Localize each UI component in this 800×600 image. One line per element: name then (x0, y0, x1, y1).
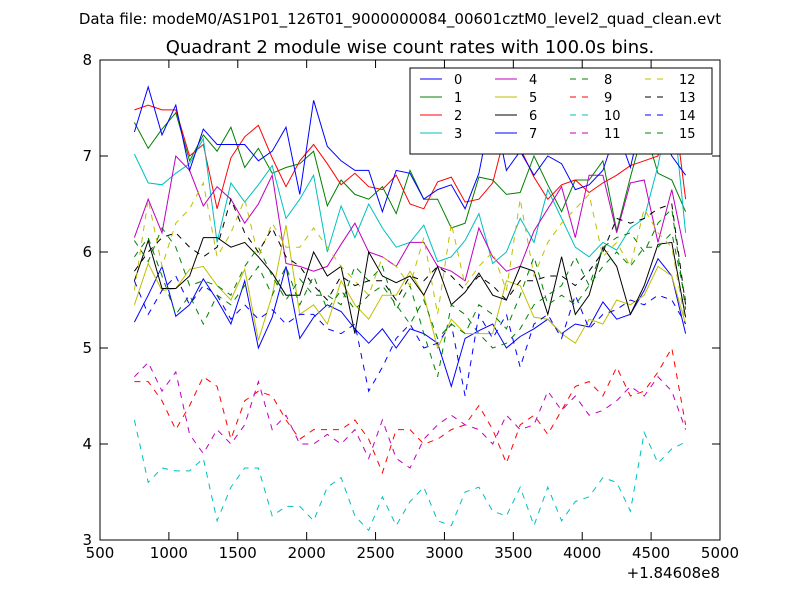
series-line-14 (133, 275, 687, 397)
legend-box (409, 67, 713, 155)
series-line-4 (133, 154, 687, 282)
legend-label-3: 3 (454, 127, 462, 142)
legend-label-6: 6 (529, 109, 537, 124)
legend-label-1: 1 (454, 91, 462, 106)
series-line-7 (133, 85, 687, 214)
x-tick-label: 3000 (425, 544, 463, 562)
x-tick-label: 5000 (701, 544, 739, 562)
axis-ticks: 500 1000 1500 2000 2500 3000 3500 4000 4500 5000 3… (82, 51, 739, 562)
legend-label-10: 10 (604, 109, 621, 124)
legend-label-9: 9 (604, 91, 612, 106)
legend-label-4: 4 (529, 73, 537, 88)
y-tick-label: 3 (82, 531, 92, 549)
series-line-12 (133, 181, 687, 325)
legend-label-12: 12 (679, 73, 696, 88)
series-line-5 (133, 225, 687, 350)
x-tick-label: 2000 (288, 544, 326, 562)
series-line-11 (134, 361, 687, 469)
chart-title: Quadrant 2 module wise count rates with … (166, 37, 655, 58)
series-line-15 (133, 231, 687, 340)
x-axis-offset-label: +1.84608e8 (627, 564, 720, 582)
x-tick-label: 4000 (563, 544, 601, 562)
legend-label-11: 11 (604, 127, 621, 142)
series-layer (133, 85, 687, 532)
y-tick-label: 4 (82, 435, 92, 453)
legend-label-5: 5 (529, 91, 537, 106)
y-tick-label: 5 (82, 339, 92, 357)
x-tick-label: 1500 (219, 544, 257, 562)
y-tick-label: 8 (82, 51, 92, 69)
x-tick-label: 1000 (150, 544, 188, 562)
legend-label-7: 7 (529, 127, 537, 142)
x-tick-label: 500 (86, 544, 115, 562)
series-line-1 (133, 111, 687, 232)
x-tick-label: 3500 (494, 544, 532, 562)
legend-label-8: 8 (604, 73, 612, 88)
y-tick-label: 7 (82, 147, 92, 165)
legend-label-14: 14 (679, 109, 696, 124)
legend-label-13: 13 (679, 91, 696, 106)
series-line-2 (134, 88, 687, 210)
series-line-13 (133, 197, 687, 305)
legend-label-0: 0 (454, 73, 462, 88)
plot-frame (99, 59, 721, 541)
series-line-10 (133, 419, 686, 532)
figure-suptitle: Data file: modeM0/AS1P01_126T01_90000000… (79, 10, 721, 29)
y-tick-label: 6 (82, 243, 92, 261)
x-tick-label: 4500 (632, 544, 670, 562)
legend-label-15: 15 (679, 127, 696, 142)
x-tick-label: 2500 (356, 544, 394, 562)
series-line-9 (134, 346, 687, 475)
series-line-0 (133, 257, 687, 389)
legend-label-2: 2 (454, 109, 462, 124)
